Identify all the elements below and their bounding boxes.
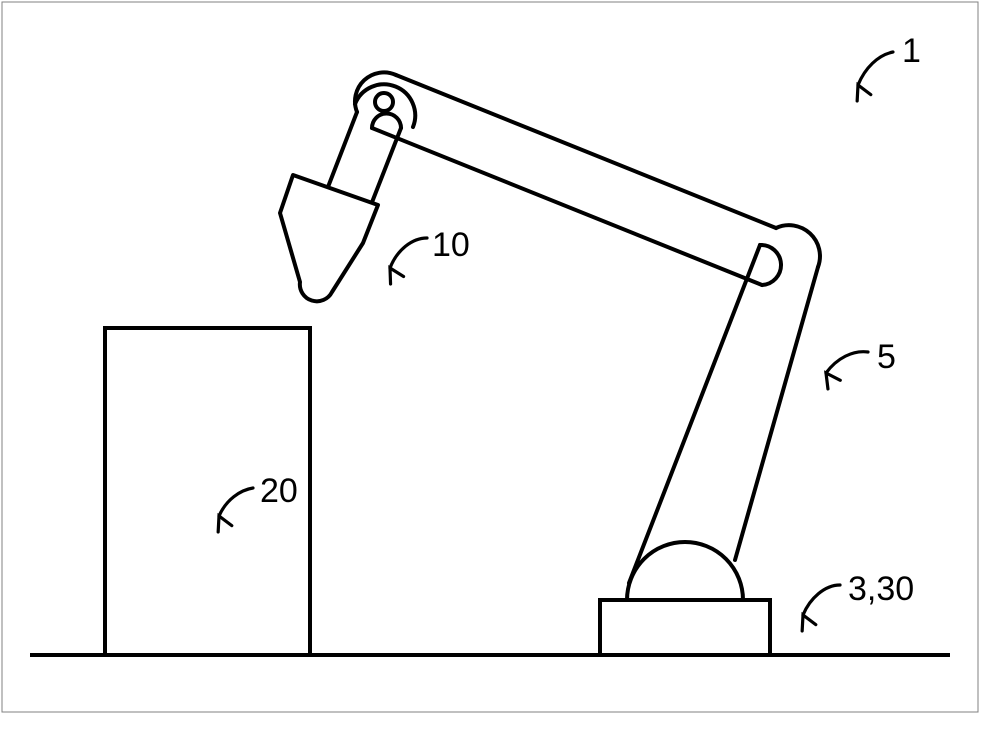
callout-label-1: 1 <box>902 32 921 71</box>
callout-label-5: 5 <box>877 338 896 377</box>
diagram-stage: 1 10 5 20 3,30 <box>0 0 1000 729</box>
callout-label-20: 20 <box>260 472 298 511</box>
diagram-svg <box>0 0 1000 729</box>
callout-label-10: 10 <box>432 226 470 265</box>
callout-label-3-30: 3,30 <box>848 570 914 609</box>
